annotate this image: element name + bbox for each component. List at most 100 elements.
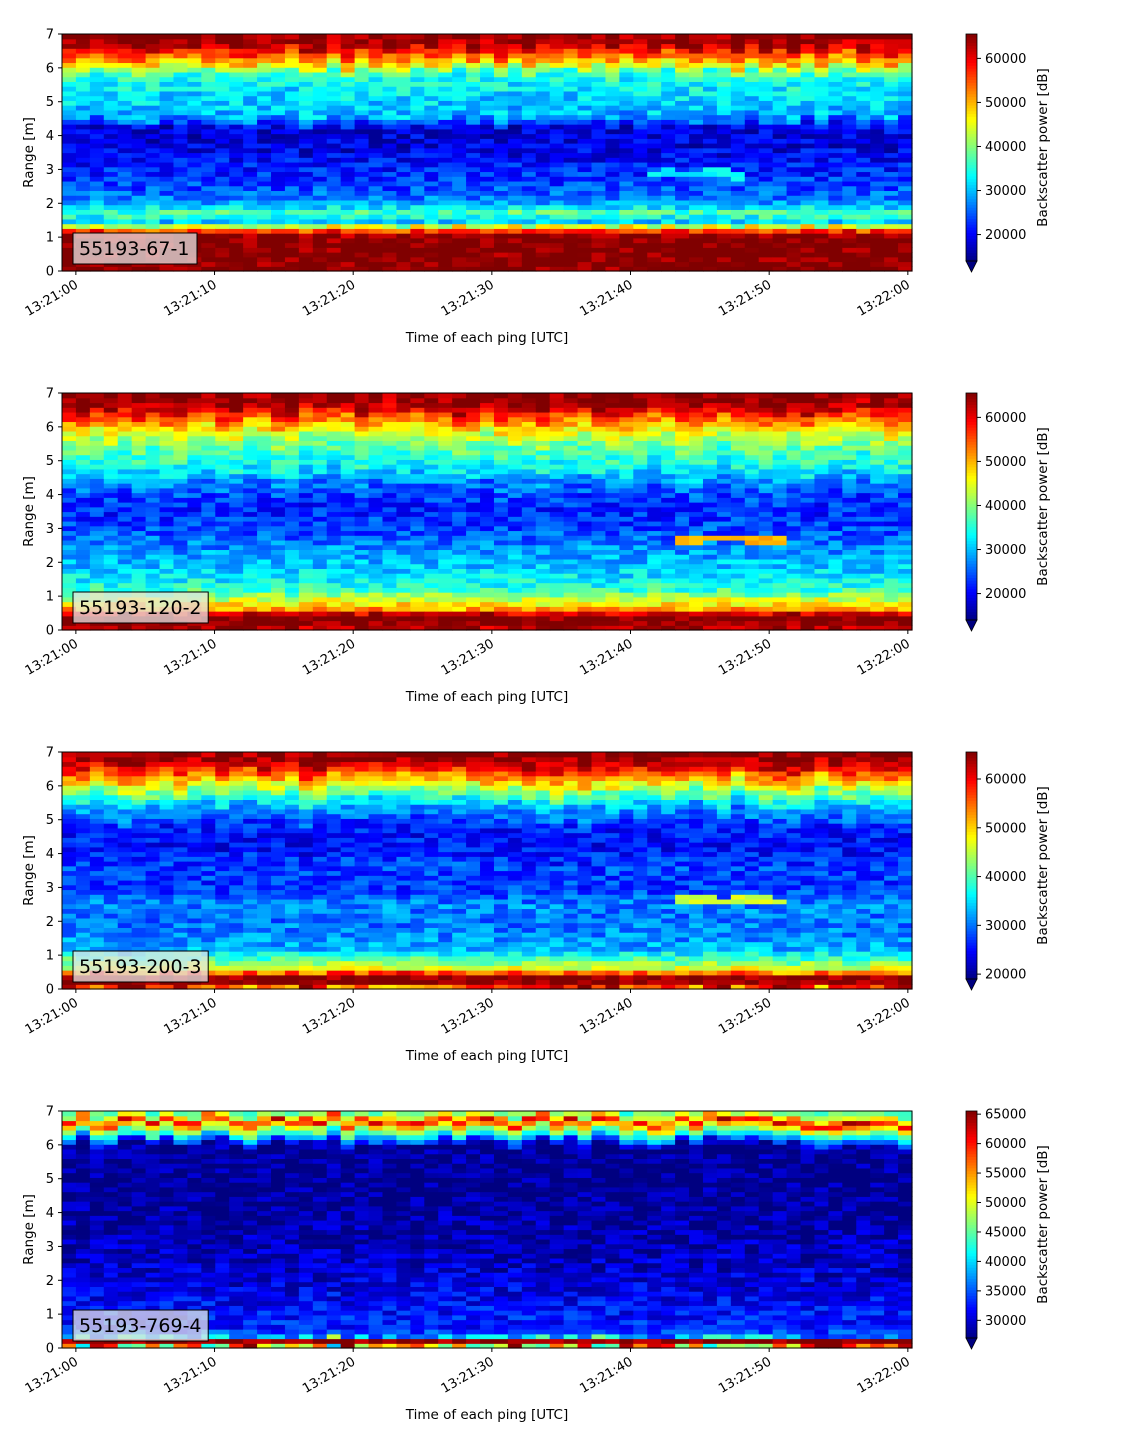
heatmap-cell bbox=[480, 86, 495, 92]
heatmap-cell bbox=[493, 416, 509, 423]
colorbar-segment bbox=[966, 99, 977, 103]
heatmap-cell bbox=[577, 43, 593, 49]
heatmap-cell bbox=[466, 261, 481, 267]
heatmap-cell bbox=[368, 483, 384, 489]
heatmap-cell bbox=[75, 81, 91, 87]
heatmap-cell bbox=[689, 199, 704, 206]
heatmap-cell bbox=[535, 502, 551, 508]
heatmap-cell bbox=[229, 138, 244, 144]
heatmap-cell bbox=[173, 43, 189, 49]
heatmap-cell bbox=[75, 407, 91, 413]
heatmap-cell bbox=[800, 119, 816, 125]
heatmap-cell bbox=[312, 242, 328, 248]
heatmap-cell bbox=[312, 516, 328, 522]
heatmap-cell bbox=[730, 52, 746, 59]
colorbar-segment bbox=[966, 224, 977, 228]
heatmap-cell bbox=[257, 180, 272, 187]
heatmap-cell bbox=[271, 620, 286, 626]
heatmap-cell bbox=[201, 43, 216, 49]
heatmap-cell bbox=[326, 601, 342, 607]
heatmap-cell bbox=[493, 81, 509, 87]
heatmap-cell bbox=[257, 233, 272, 239]
heatmap-cell bbox=[535, 176, 551, 182]
heatmap-cell bbox=[452, 247, 467, 253]
heatmap-cell bbox=[884, 195, 899, 201]
heatmap-cell bbox=[619, 214, 634, 220]
heatmap-cell bbox=[257, 105, 272, 111]
heatmap-cell bbox=[647, 171, 662, 177]
heatmap-cell bbox=[340, 601, 356, 607]
heatmap-cell bbox=[856, 100, 871, 106]
heatmap-cell bbox=[563, 161, 579, 168]
heatmap-cell bbox=[326, 256, 342, 263]
heatmap-cell bbox=[159, 426, 175, 432]
heatmap-cell bbox=[466, 587, 481, 593]
heatmap-cell bbox=[716, 43, 732, 49]
heatmap-cell bbox=[661, 128, 676, 135]
heatmap-cell bbox=[480, 105, 495, 111]
heatmap-cell bbox=[271, 502, 286, 508]
heatmap-cell bbox=[675, 199, 690, 206]
heatmap-cell bbox=[382, 152, 398, 158]
heatmap-cell bbox=[187, 204, 202, 210]
heatmap-cell bbox=[298, 497, 314, 503]
heatmap-cell bbox=[716, 147, 732, 154]
heatmap-cell bbox=[382, 506, 398, 513]
heatmap-cell bbox=[842, 161, 857, 168]
heatmap-cell bbox=[243, 166, 258, 173]
heatmap-cell bbox=[605, 171, 620, 177]
heatmap-cell bbox=[466, 237, 481, 244]
heatmap-cell bbox=[354, 204, 370, 210]
heatmap-cell bbox=[675, 228, 690, 234]
heatmap-cell bbox=[229, 464, 244, 470]
heatmap-cell bbox=[89, 176, 105, 182]
heatmap-cell bbox=[340, 573, 356, 579]
heatmap-cell bbox=[75, 440, 91, 446]
heatmap-cell bbox=[117, 266, 133, 272]
colorbar-segment bbox=[966, 243, 977, 248]
heatmap-cell bbox=[145, 81, 161, 87]
heatmap-cell bbox=[201, 242, 216, 248]
heatmap-cell bbox=[340, 525, 356, 532]
heatmap-cell bbox=[702, 76, 718, 82]
heatmap-cell bbox=[368, 487, 384, 494]
heatmap-cell bbox=[382, 573, 398, 579]
heatmap-cell bbox=[842, 90, 857, 97]
heatmap-cell bbox=[312, 81, 328, 87]
colorbar-segment bbox=[966, 82, 977, 86]
heatmap-cell bbox=[438, 209, 453, 215]
heatmap-cell bbox=[62, 539, 77, 546]
heatmap-cell bbox=[410, 105, 425, 111]
heatmap-cell bbox=[702, 218, 718, 225]
heatmap-cell bbox=[243, 426, 258, 432]
heatmap-cell bbox=[758, 100, 774, 106]
colorbar-segment bbox=[966, 39, 977, 44]
heatmap-cell bbox=[549, 138, 565, 144]
heatmap-cell bbox=[424, 138, 439, 144]
heatmap-cell bbox=[103, 625, 119, 631]
heatmap-cell bbox=[480, 473, 495, 479]
heatmap-cell bbox=[229, 449, 244, 456]
heatmap-cell bbox=[298, 57, 314, 64]
heatmap-cell bbox=[758, 114, 774, 120]
heatmap-cell bbox=[577, 133, 593, 139]
heatmap-cell bbox=[201, 161, 216, 168]
heatmap-cell bbox=[368, 615, 384, 622]
heatmap-cell bbox=[563, 218, 579, 225]
heatmap-cell bbox=[800, 62, 816, 68]
heatmap-cell bbox=[716, 114, 732, 120]
heatmap-cell bbox=[284, 620, 300, 626]
heatmap-cell bbox=[187, 76, 202, 82]
heatmap-cell bbox=[605, 185, 620, 192]
heatmap-cell bbox=[898, 109, 913, 116]
heatmap-cell bbox=[173, 426, 189, 432]
heatmap-cell bbox=[772, 138, 788, 144]
heatmap-cell bbox=[284, 615, 300, 622]
heatmap-cell bbox=[382, 71, 398, 78]
heatmap-cell bbox=[354, 223, 370, 229]
heatmap-cell bbox=[549, 592, 565, 598]
heatmap-cell bbox=[563, 190, 579, 196]
heatmap-cell bbox=[159, 573, 175, 579]
heatmap-cell bbox=[716, 38, 732, 45]
heatmap-cell bbox=[452, 48, 467, 54]
